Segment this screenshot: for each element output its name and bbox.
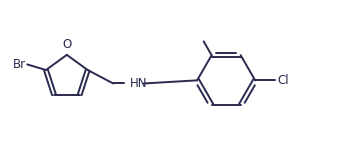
Text: Br: Br bbox=[13, 58, 25, 71]
Text: Cl: Cl bbox=[278, 74, 289, 87]
Text: O: O bbox=[62, 38, 72, 51]
Text: HN: HN bbox=[130, 77, 148, 90]
